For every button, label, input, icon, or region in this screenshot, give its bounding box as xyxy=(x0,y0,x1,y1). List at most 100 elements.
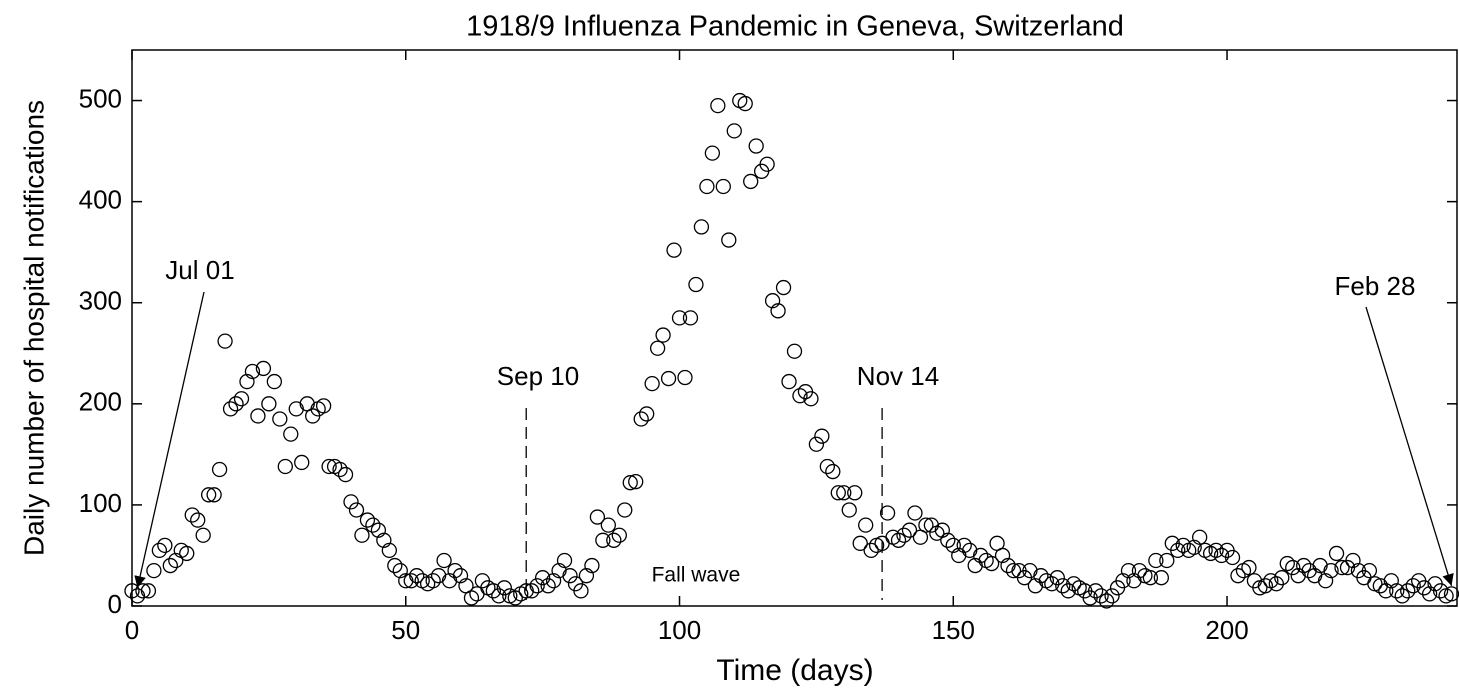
data-point xyxy=(732,92,748,109)
data-point xyxy=(781,373,797,390)
data-point xyxy=(266,373,283,390)
data-point xyxy=(151,542,168,559)
data-point xyxy=(945,537,961,553)
data-point xyxy=(644,375,660,392)
annotation-label: Feb 28 xyxy=(1335,271,1416,301)
data-point xyxy=(890,532,907,548)
data-point xyxy=(1224,549,1241,566)
data-point xyxy=(315,398,332,414)
data-point xyxy=(764,293,781,309)
data-point xyxy=(343,494,359,510)
data-point xyxy=(244,363,261,380)
data-point xyxy=(617,502,633,518)
data-point xyxy=(1170,542,1186,559)
data-point xyxy=(1153,570,1169,586)
data-point xyxy=(1328,545,1345,562)
data-point xyxy=(901,522,918,538)
data-point xyxy=(179,545,195,562)
data-point xyxy=(830,485,846,501)
data-point xyxy=(157,537,173,553)
data-point xyxy=(1241,559,1257,576)
data-point xyxy=(803,391,819,407)
data-point xyxy=(1334,559,1350,576)
data-point xyxy=(1405,578,1421,594)
x-tick-label: 200 xyxy=(1205,615,1248,645)
y-tick-label: 200 xyxy=(79,387,122,417)
data-point xyxy=(321,458,337,475)
data-point xyxy=(847,485,863,501)
data-point xyxy=(737,95,753,112)
data-point xyxy=(365,517,381,533)
data-point xyxy=(633,411,649,427)
data-point xyxy=(973,547,989,564)
data-point xyxy=(1296,557,1312,574)
data-point xyxy=(1400,583,1416,599)
data-point xyxy=(726,123,742,139)
data-point xyxy=(589,509,606,525)
data-point xyxy=(436,552,452,569)
data-point xyxy=(1274,570,1290,586)
data-point xyxy=(1378,583,1394,599)
data-point xyxy=(1208,542,1224,559)
data-point xyxy=(660,370,677,387)
data-point xyxy=(940,532,956,548)
data-point xyxy=(934,522,950,538)
data-point xyxy=(348,502,365,518)
data-point xyxy=(1159,552,1175,569)
data-point xyxy=(337,466,354,483)
data-point xyxy=(354,527,370,543)
data-point xyxy=(677,369,693,386)
data-point xyxy=(1131,562,1148,579)
data-point xyxy=(710,97,726,114)
data-point xyxy=(507,590,523,606)
data-point xyxy=(1317,573,1334,589)
data-point xyxy=(666,242,682,258)
data-point xyxy=(715,178,731,195)
data-point xyxy=(1345,552,1361,569)
data-point xyxy=(983,555,1000,572)
data-point xyxy=(485,583,502,599)
data-point xyxy=(704,145,721,161)
data-point xyxy=(463,590,480,606)
data-point xyxy=(1005,562,1022,579)
annotation-arrow xyxy=(1365,306,1454,587)
data-point xyxy=(1361,562,1378,579)
x-tick-label: 150 xyxy=(932,615,975,645)
data-point xyxy=(162,557,178,574)
data-point xyxy=(1230,568,1246,584)
data-point xyxy=(529,578,545,594)
data-point xyxy=(655,327,671,343)
data-point xyxy=(250,408,266,424)
data-point xyxy=(195,527,211,543)
data-point xyxy=(496,580,512,596)
y-axis-label: Daily number of hospital notifications xyxy=(18,100,49,556)
data-point xyxy=(819,458,836,475)
data-point xyxy=(190,512,206,528)
data-point xyxy=(222,401,239,417)
data-point xyxy=(1049,570,1065,586)
data-point xyxy=(578,568,595,584)
data-point xyxy=(649,340,666,356)
data-point xyxy=(956,537,972,553)
data-point xyxy=(294,454,310,471)
data-point xyxy=(277,458,293,475)
data-point xyxy=(425,573,441,589)
data-point xyxy=(1098,593,1115,609)
data-point xyxy=(748,138,764,154)
data-point xyxy=(370,522,387,538)
data-point xyxy=(688,276,704,293)
data-point xyxy=(1186,539,1202,556)
data-point xyxy=(792,388,808,404)
data-point xyxy=(1148,552,1164,569)
data-point xyxy=(863,542,879,559)
data-point xyxy=(534,570,551,586)
data-point xyxy=(201,487,217,503)
annotation-label: Sep 10 xyxy=(497,361,579,391)
data-point xyxy=(1055,578,1071,594)
data-point xyxy=(1093,588,1109,604)
data-point xyxy=(759,156,775,172)
data-point xyxy=(671,310,688,326)
data-point xyxy=(808,436,825,452)
data-point xyxy=(858,517,874,533)
data-point xyxy=(1268,576,1284,592)
